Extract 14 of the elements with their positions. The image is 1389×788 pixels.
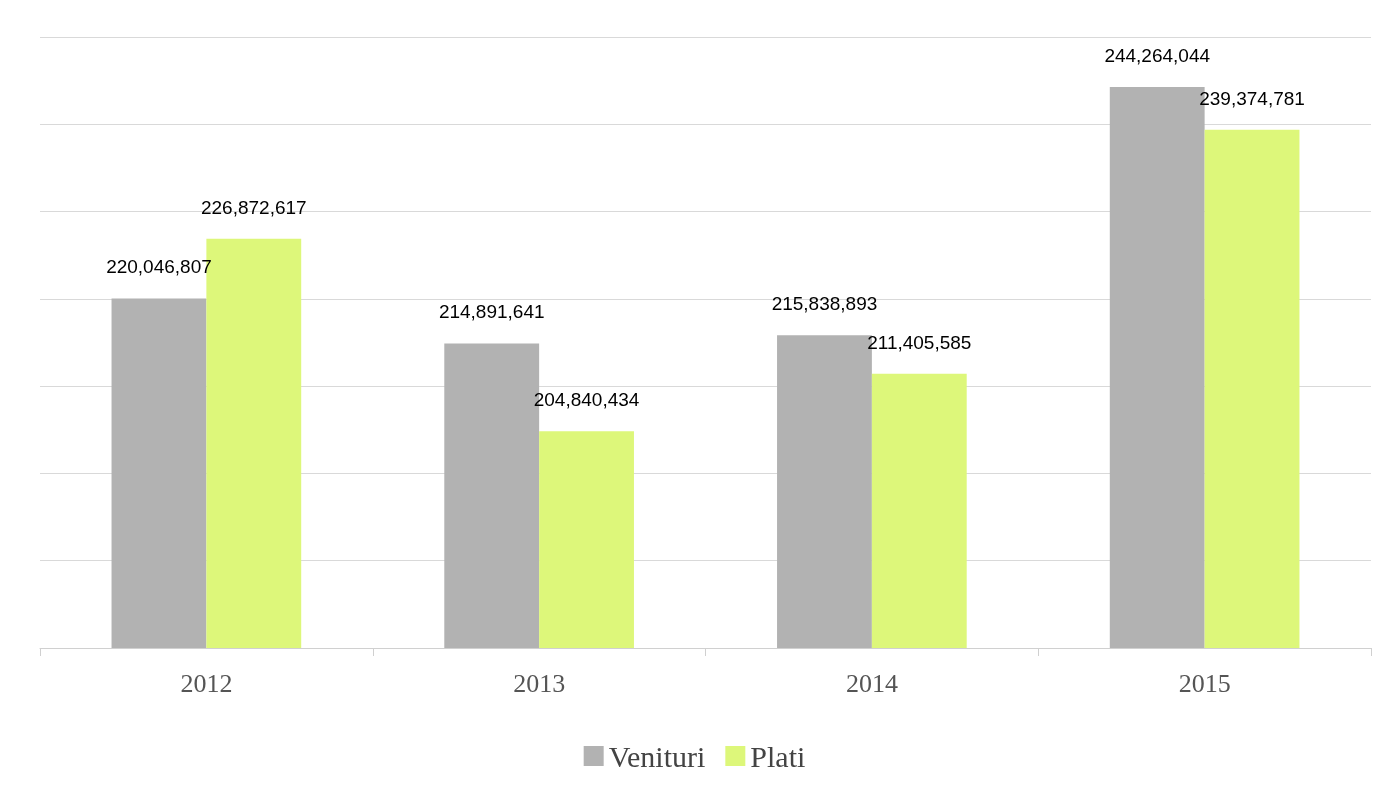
data-label: 204,840,434 [533, 389, 640, 411]
data-label: 211,405,585 [867, 331, 972, 353]
data-label: 214,891,641 [438, 301, 545, 323]
data-label: 244,264,044 [1104, 45, 1211, 67]
x-tick-label: 2013 [513, 668, 566, 698]
data-label: 239,374,781 [1199, 87, 1305, 109]
x-tick-label: 2014 [845, 668, 898, 698]
data-label: 220,046,807 [106, 256, 212, 278]
data-label: 215,838,893 [771, 293, 878, 315]
x-tick-label: 2012 [180, 668, 233, 698]
legend-label: Plati [750, 739, 806, 773]
x-tick-label: 2015 [1178, 668, 1231, 698]
data-label: 226,872,617 [200, 196, 307, 218]
legend-label: Venituri [608, 739, 706, 773]
